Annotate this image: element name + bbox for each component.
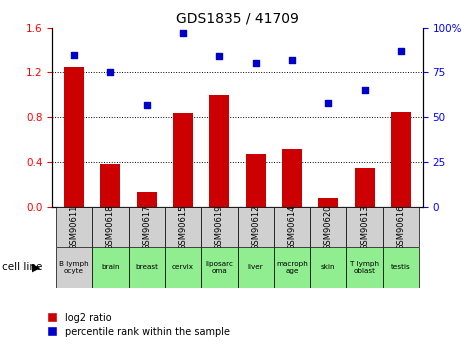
Text: GSM90612: GSM90612: [251, 204, 260, 249]
Text: GSM90616: GSM90616: [397, 204, 406, 249]
FancyBboxPatch shape: [274, 247, 310, 288]
FancyBboxPatch shape: [274, 207, 310, 247]
Text: liposarc
oma: liposarc oma: [205, 261, 233, 274]
Text: liver: liver: [248, 264, 264, 270]
Text: cervix: cervix: [172, 264, 194, 270]
Bar: [100, 164, 120, 207]
Title: GDS1835 / 41709: GDS1835 / 41709: [176, 11, 299, 25]
Bar: [246, 154, 266, 207]
FancyBboxPatch shape: [165, 247, 201, 288]
Text: GSM90613: GSM90613: [360, 204, 369, 249]
Point: [361, 88, 369, 93]
Bar: [173, 113, 193, 207]
FancyBboxPatch shape: [201, 207, 238, 247]
FancyBboxPatch shape: [92, 247, 129, 288]
Point: [397, 48, 405, 54]
Text: GSM90618: GSM90618: [106, 204, 115, 249]
Text: GSM90614: GSM90614: [287, 204, 296, 249]
Bar: [64, 67, 84, 207]
Text: breast: breast: [135, 264, 158, 270]
Bar: [355, 168, 375, 207]
Text: macroph
age: macroph age: [276, 261, 308, 274]
Point: [288, 57, 296, 63]
FancyBboxPatch shape: [92, 207, 129, 247]
Text: GSM90619: GSM90619: [215, 204, 224, 249]
Legend: log2 ratio, percentile rank within the sample: log2 ratio, percentile rank within the s…: [48, 313, 230, 337]
FancyBboxPatch shape: [310, 247, 346, 288]
Bar: [137, 193, 157, 207]
Point: [179, 30, 187, 36]
Text: cell line: cell line: [2, 263, 43, 272]
Bar: [209, 95, 229, 207]
FancyBboxPatch shape: [201, 247, 238, 288]
FancyBboxPatch shape: [165, 207, 201, 247]
FancyBboxPatch shape: [238, 207, 274, 247]
FancyBboxPatch shape: [56, 207, 92, 247]
FancyBboxPatch shape: [129, 247, 165, 288]
Bar: [318, 198, 338, 207]
FancyBboxPatch shape: [310, 207, 346, 247]
FancyBboxPatch shape: [346, 207, 383, 247]
Point: [70, 52, 78, 57]
FancyBboxPatch shape: [383, 247, 419, 288]
FancyBboxPatch shape: [383, 207, 419, 247]
Text: GSM90615: GSM90615: [179, 204, 188, 249]
Text: GSM90620: GSM90620: [324, 204, 333, 249]
Point: [216, 53, 223, 59]
Bar: [391, 112, 411, 207]
Point: [143, 102, 151, 108]
Text: B lymph
ocyte: B lymph ocyte: [59, 261, 89, 274]
Point: [324, 100, 332, 106]
Text: GSM90611: GSM90611: [69, 204, 78, 249]
Text: skin: skin: [321, 264, 335, 270]
Text: GSM90617: GSM90617: [142, 204, 151, 249]
FancyBboxPatch shape: [129, 207, 165, 247]
Text: T lymph
oblast: T lymph oblast: [350, 261, 379, 274]
FancyBboxPatch shape: [346, 247, 383, 288]
FancyBboxPatch shape: [238, 247, 274, 288]
FancyBboxPatch shape: [56, 247, 92, 288]
Text: testis: testis: [391, 264, 411, 270]
Point: [252, 61, 259, 66]
Bar: [282, 149, 302, 207]
Text: ▶: ▶: [32, 263, 40, 272]
Point: [106, 70, 114, 75]
Text: brain: brain: [101, 264, 120, 270]
